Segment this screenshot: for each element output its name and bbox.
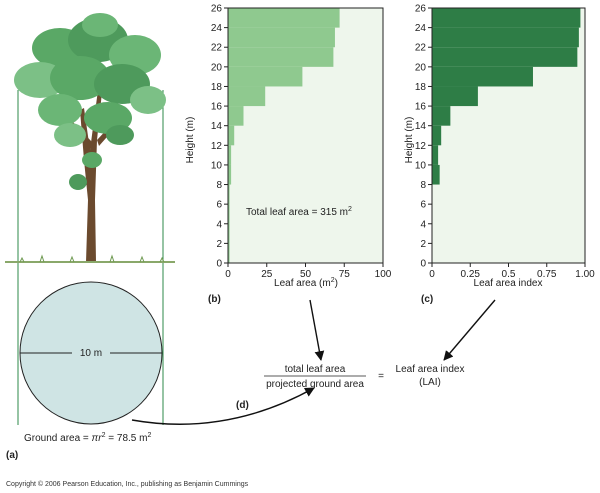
lai-ytick-label-10: 20 bbox=[415, 62, 427, 73]
leaf-area-bar-11 bbox=[228, 27, 335, 48]
panel-a: 10 m Ground area = πr2 = 78.5 m2 (a) bbox=[5, 13, 175, 461]
leaf-area-xtick-label-0: 0 bbox=[225, 269, 231, 280]
lai-xtick-label-2: 0.5 bbox=[502, 269, 516, 280]
leaf-area-ytick-label-2: 4 bbox=[216, 219, 222, 230]
leaf-area-xtick-label-2: 50 bbox=[300, 269, 312, 280]
lai-bar-12 bbox=[432, 8, 581, 28]
arrow-lai-chart-to-result bbox=[443, 299, 496, 361]
formula-numerator: total leaf area bbox=[285, 364, 346, 375]
tree-illustration bbox=[5, 13, 175, 263]
leaf-area-ytick-label-4: 8 bbox=[216, 180, 222, 191]
lai-result-line1: Leaf area index bbox=[396, 364, 465, 375]
panel-a-label: (a) bbox=[6, 450, 18, 461]
lai-xtick-label-1: 0.25 bbox=[461, 269, 481, 280]
lai-bar-8 bbox=[432, 86, 478, 107]
lai-ytick-label-1: 2 bbox=[420, 239, 426, 250]
leaf-area-ytick-label-0: 0 bbox=[216, 259, 222, 270]
lai-bar-6 bbox=[432, 125, 442, 146]
leaf-area-bar-7 bbox=[228, 106, 244, 126]
lai-xlabel: Leaf area index bbox=[474, 278, 543, 289]
formula-denominator: projected ground area bbox=[266, 379, 364, 390]
lai-ytick-label-6: 12 bbox=[415, 141, 427, 152]
lai-ytick-label-9: 18 bbox=[415, 82, 427, 93]
tree-canopy bbox=[14, 13, 166, 190]
arrow-ground-to-denominator bbox=[131, 387, 315, 425]
leaf-area-bar-10 bbox=[228, 47, 334, 67]
lai-ytick-label-3: 6 bbox=[420, 200, 426, 211]
leaf-area-xtick-label-3: 75 bbox=[339, 269, 351, 280]
leaf-area-bar-9 bbox=[228, 66, 303, 87]
leaf-area-bar-2 bbox=[228, 204, 230, 224]
lai-ytick-label-2: 4 bbox=[420, 219, 426, 230]
leaf-area-bar-8 bbox=[228, 86, 266, 107]
leaf-area-bar-5 bbox=[228, 145, 232, 165]
leaf-area-bar-1 bbox=[228, 223, 230, 244]
lai-result-line2: (LAI) bbox=[419, 377, 441, 388]
lai-ytick-label-0: 0 bbox=[420, 259, 426, 270]
leaf-area-bar-3 bbox=[228, 184, 230, 205]
total-leaf-area-annotation: Total leaf area = 315 m2 bbox=[246, 206, 352, 218]
ground-area-formula: Ground area = πr2 = 78.5 m2 bbox=[24, 432, 151, 444]
leaf-area-ytick-label-12: 24 bbox=[211, 23, 223, 34]
lai-bar-7 bbox=[432, 106, 451, 126]
leaf-area-ylabel: Height (m) bbox=[185, 117, 196, 164]
lai-bar-10 bbox=[432, 47, 578, 67]
leaf-area-ytick-label-7: 14 bbox=[211, 121, 223, 132]
lai-ytick-label-4: 8 bbox=[420, 180, 426, 191]
panel-d-label: (d) bbox=[236, 400, 249, 411]
leaf-area-xtick-label-1: 25 bbox=[261, 269, 273, 280]
leaf-area-bar-0 bbox=[228, 243, 230, 263]
lai-ytick-label-11: 22 bbox=[415, 43, 427, 54]
leaf-area-ytick-label-1: 2 bbox=[216, 239, 222, 250]
lai-bar-9 bbox=[432, 66, 533, 87]
leaf-area-ytick-label-13: 26 bbox=[211, 4, 223, 15]
leaf-area-xlabel: Leaf area (m2) bbox=[274, 277, 338, 289]
leaf-area-ytick-label-3: 6 bbox=[216, 200, 222, 211]
leaf-area-ytick-label-8: 16 bbox=[211, 102, 223, 113]
lai-bar-4 bbox=[432, 164, 440, 185]
leaf-area-bar-4 bbox=[228, 164, 232, 185]
grass-blades bbox=[19, 254, 165, 263]
lai-ytick-label-12: 24 bbox=[415, 23, 427, 34]
lai-bar-11 bbox=[432, 27, 579, 48]
lai-ytick-label-13: 26 bbox=[415, 4, 427, 15]
diameter-label-bg bbox=[72, 345, 110, 359]
panel-c-label: (c) bbox=[421, 294, 433, 305]
lai-bar-5 bbox=[432, 145, 439, 165]
lai-ytick-label-8: 16 bbox=[415, 102, 427, 113]
leaf-area-ytick-label-10: 20 bbox=[211, 62, 223, 73]
leaf-area-ytick-label-5: 10 bbox=[211, 160, 223, 171]
lai-ytick-label-7: 14 bbox=[415, 121, 427, 132]
leaf-area-ytick-label-11: 22 bbox=[211, 43, 223, 54]
leaf-area-ytick-label-9: 18 bbox=[211, 82, 223, 93]
arrow-leaf-area-to-numerator bbox=[309, 299, 325, 361]
leaf-area-xtick-label-4: 100 bbox=[375, 269, 392, 280]
lai-xtick-label-3: 0.75 bbox=[537, 269, 557, 280]
panel-b-label: (b) bbox=[208, 294, 221, 305]
leaf-area-ytick-label-6: 12 bbox=[211, 141, 223, 152]
copyright-notice: Copyright © 2006 Pearson Education, Inc.… bbox=[6, 480, 249, 488]
leaf-area-bar-6 bbox=[228, 125, 235, 146]
lai-xtick-label-0: 0 bbox=[429, 269, 435, 280]
lai-ylabel: Height (m) bbox=[404, 117, 415, 164]
diameter-label: 10 m bbox=[80, 348, 102, 359]
lai-ytick-label-5: 10 bbox=[415, 160, 427, 171]
lai-xtick-label-4: 1.00 bbox=[575, 269, 595, 280]
formula-equals: = bbox=[378, 371, 384, 382]
panel-d: total leaf area projected ground area = … bbox=[131, 299, 496, 425]
leaf-area-bar-12 bbox=[228, 8, 340, 28]
